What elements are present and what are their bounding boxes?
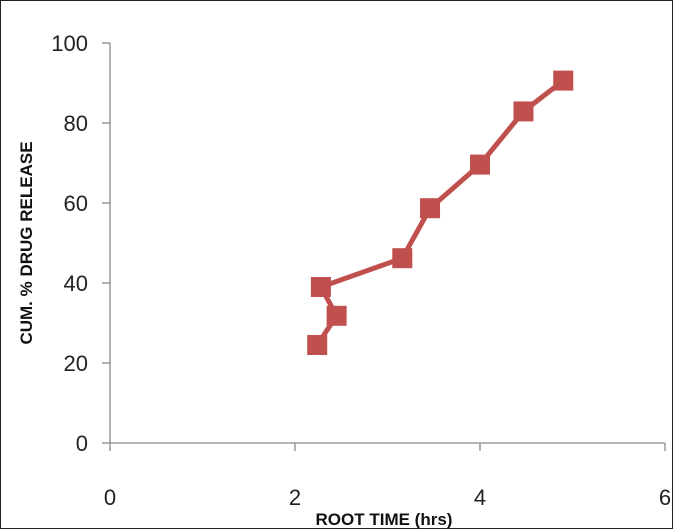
data-point-marker	[310, 277, 331, 297]
data-point-marker	[420, 198, 441, 219]
y-tick-label: 80	[64, 111, 88, 136]
x-tick-label: 0	[104, 485, 116, 510]
y-tick-label: 40	[64, 271, 88, 296]
data-point-marker	[470, 154, 490, 175]
data-point-marker	[553, 70, 574, 91]
axes	[109, 43, 665, 444]
x-tick-label: 4	[474, 485, 486, 510]
data-point-marker	[392, 248, 413, 269]
y-axis-title: CUM. % DRUG RELEASE	[17, 141, 36, 344]
x-axis-title: ROOT TIME (hrs)	[316, 510, 453, 529]
y-tick-label: 20	[64, 351, 88, 376]
y-tick-label: 60	[64, 191, 88, 216]
data-point-marker	[307, 335, 328, 355]
x-ticks: 0 2 4 6	[104, 443, 671, 510]
series-layer	[307, 70, 574, 355]
data-point-marker	[326, 305, 347, 326]
y-ticks: 0 20 40 60 80 100	[51, 31, 110, 456]
x-tick-label: 6	[659, 485, 671, 510]
data-point-marker	[513, 101, 534, 122]
y-tick-label: 100	[51, 31, 88, 56]
x-tick-label: 2	[289, 485, 301, 510]
y-tick-label: 0	[76, 431, 88, 456]
